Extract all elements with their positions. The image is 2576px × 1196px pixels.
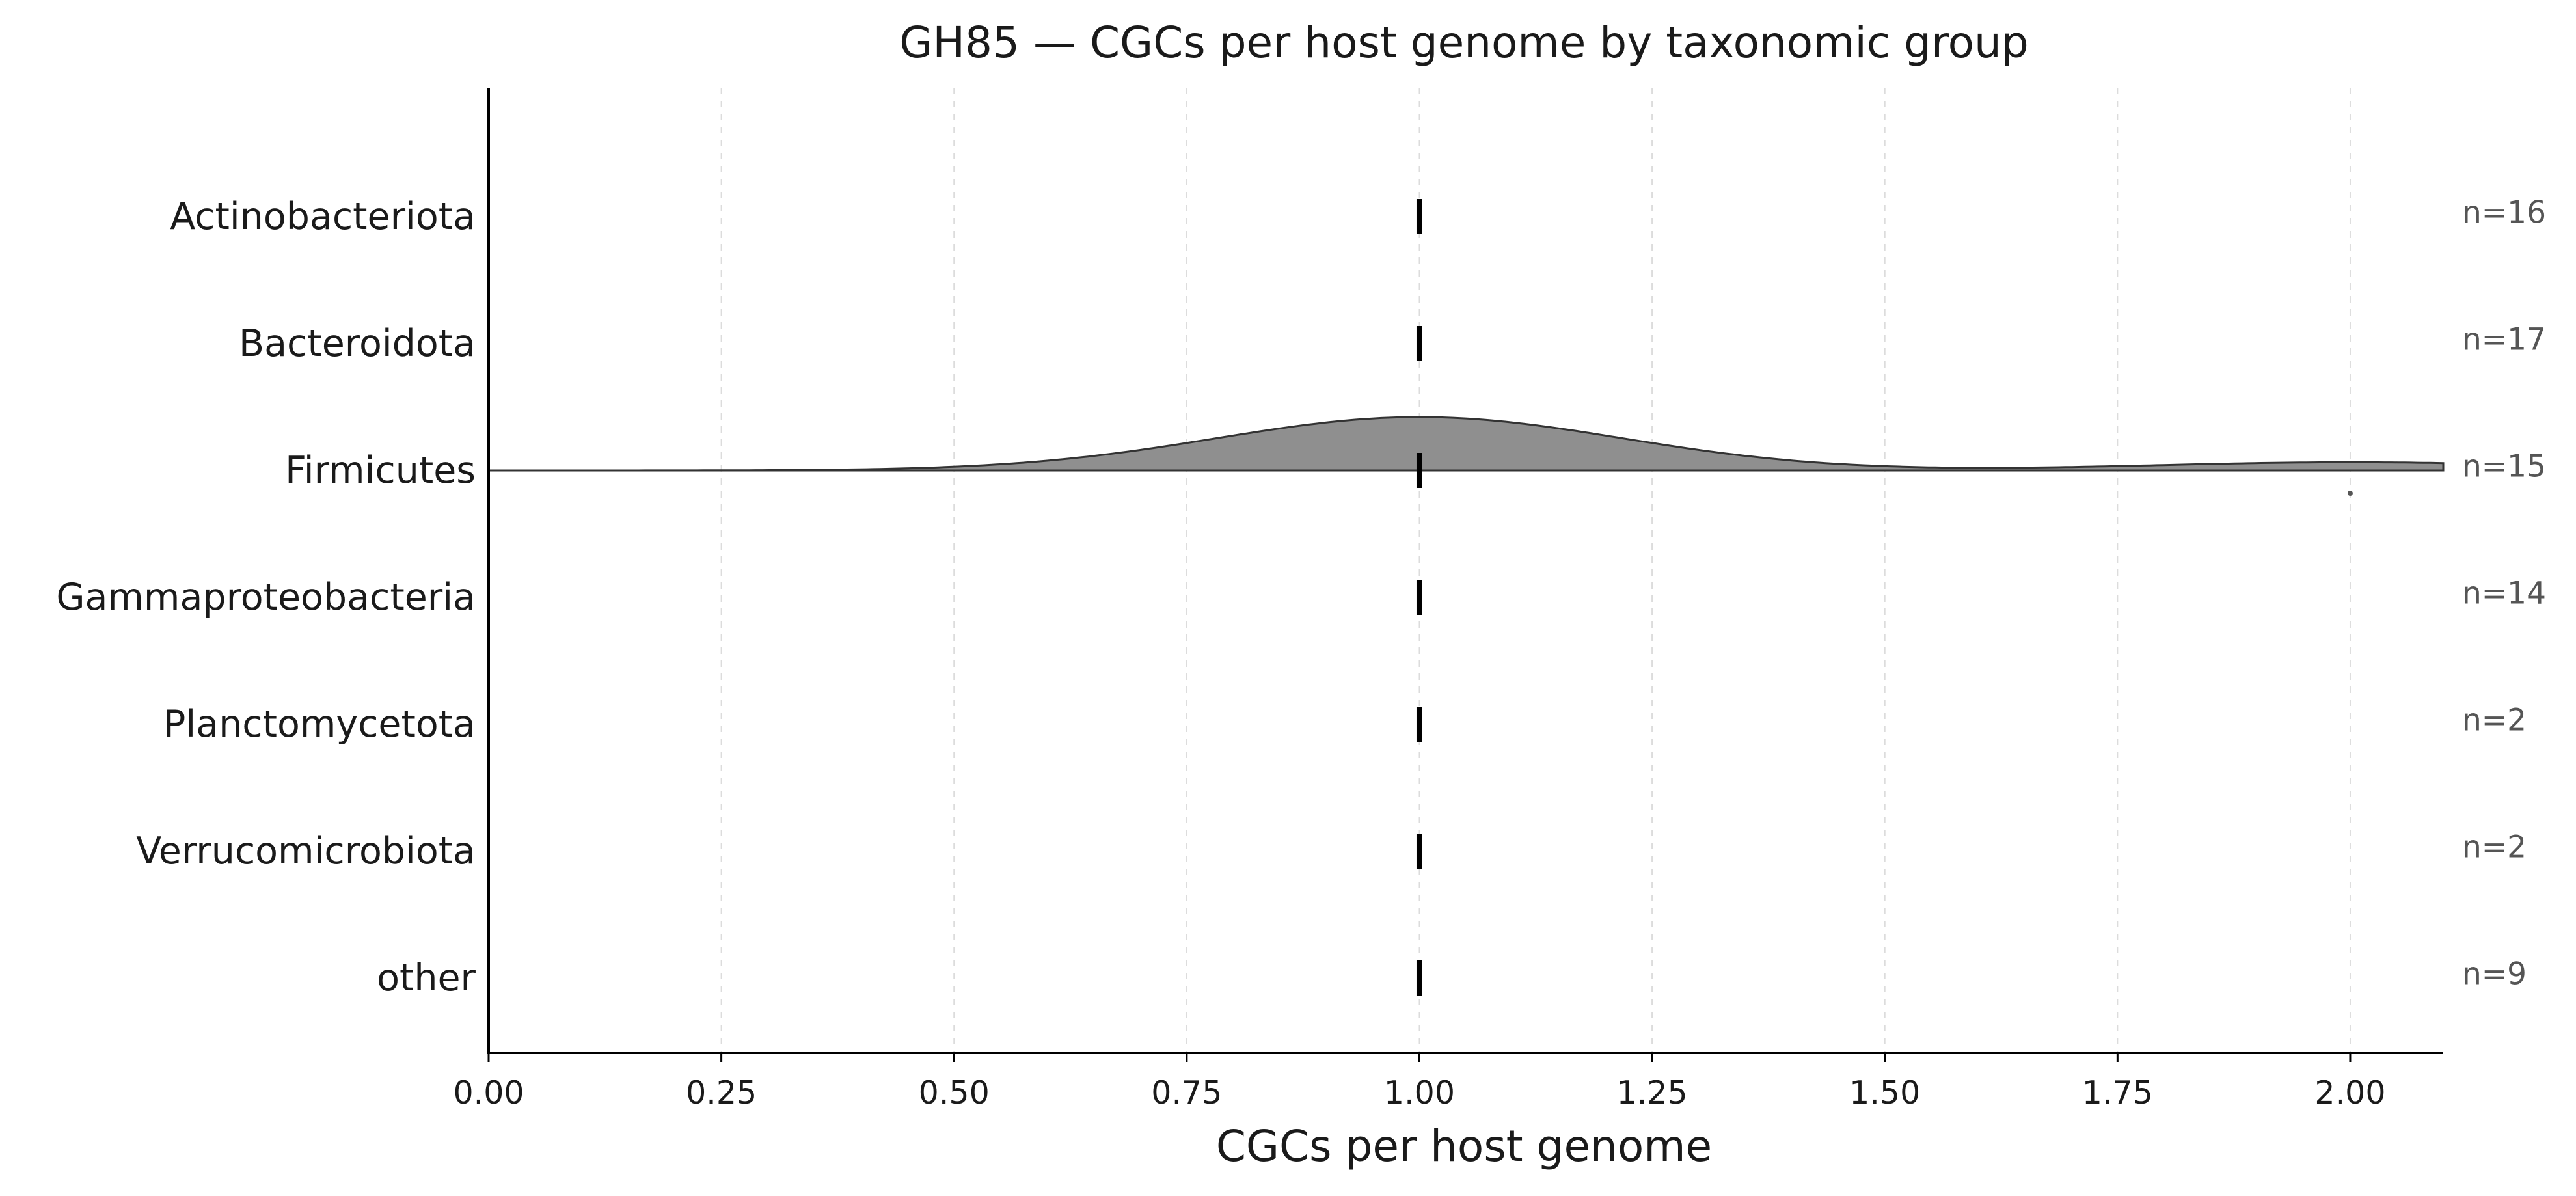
y-tick-label: Actinobacteriota (170, 195, 476, 238)
group-count-labels: n=16 n=17 n=15 n=14 n=2 n=2 n=9 (2462, 195, 2546, 992)
x-gridlines (488, 88, 2351, 1053)
y-tick-label: Firmicutes (285, 449, 476, 492)
x-tick-label: 0.00 (453, 1074, 524, 1111)
y-tick-label: Bacteroidota (239, 322, 476, 365)
x-tick-label: 0.25 (686, 1074, 757, 1111)
x-ticks: 0.00 0.25 0.50 0.75 1.00 1.25 1.50 1.75 2.00 (453, 1053, 2386, 1111)
y-tick-label: Gammaproteobacteria (56, 576, 476, 619)
chart-title: GH85 — CGCs per host genome by taxonomic… (899, 18, 2029, 68)
group-count-label: n=9 (2462, 957, 2527, 992)
y-tick-label: Verrucomicrobiota (136, 830, 476, 873)
group-count-label: n=2 (2462, 830, 2527, 865)
group-count-label: n=16 (2462, 195, 2546, 231)
x-tick-label: 1.75 (2082, 1074, 2153, 1111)
outlier-point (2347, 491, 2353, 496)
density-ridge (489, 416, 2445, 472)
x-tick-label: 1.00 (1384, 1074, 1455, 1111)
group-count-label: n=14 (2462, 576, 2546, 612)
y-tick-label: other (377, 957, 476, 999)
x-tick-label: 1.50 (1849, 1074, 1920, 1111)
x-tick-label: 0.75 (1151, 1074, 1222, 1111)
x-tick-label: 0.50 (919, 1074, 990, 1111)
ridges (489, 199, 2445, 996)
group-count-label: n=17 (2462, 322, 2546, 358)
y-tick-labels: Actinobacteriota Bacteroidota Firmicutes Ga… (56, 195, 476, 999)
x-tick-label: 2.00 (2314, 1074, 2385, 1111)
y-tick-label: Planctomycetota (163, 703, 476, 746)
x-axis-label: CGCs per host genome (1216, 1121, 1712, 1171)
group-count-label: n=15 (2462, 449, 2546, 485)
group-count-label: n=2 (2462, 703, 2527, 739)
x-tick-label: 1.25 (1617, 1074, 1688, 1111)
